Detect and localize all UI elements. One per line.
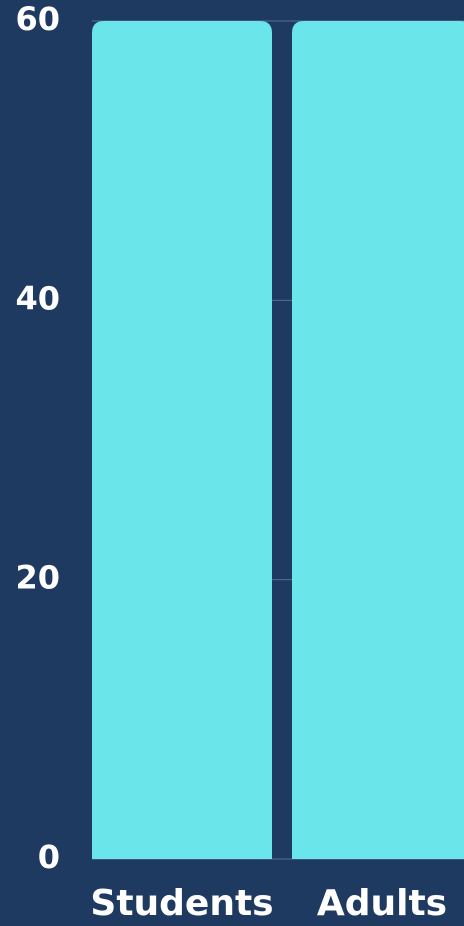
bar <box>292 21 464 859</box>
bar <box>92 21 272 859</box>
x-tick-label: Students <box>90 883 273 924</box>
x-tick-label: Adults <box>317 883 447 924</box>
y-tick-label: 40 <box>15 279 60 317</box>
y-tick-label: 60 <box>15 0 60 38</box>
y-tick-label: 20 <box>15 559 60 597</box>
y-tick-label: 0 <box>38 838 60 876</box>
